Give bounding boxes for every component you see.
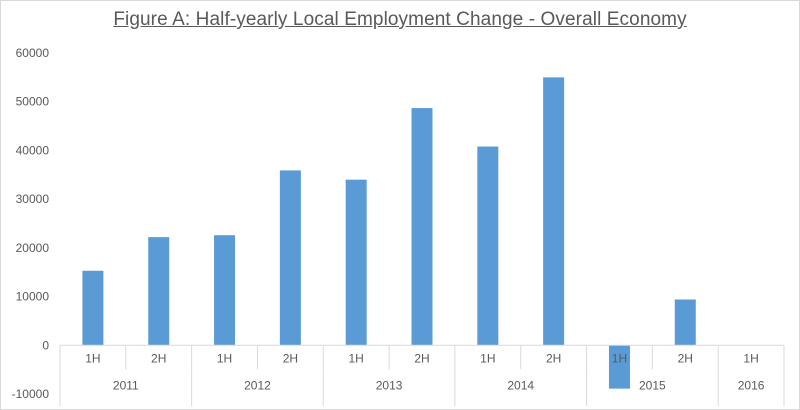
y-tick-label: 50000 [16,95,50,109]
bar-2012-1H [214,235,236,346]
y-tick-label: -10000 [12,387,50,401]
chart-title: Figure A: Half-yearly Local Employment C… [113,9,687,30]
y-tick-label: 40000 [16,143,50,157]
x-tick-label-year: 2014 [507,378,534,392]
y-tick-label: 20000 [16,241,50,255]
bar-2013-2H [411,108,433,346]
x-tick-label-half: 2H [151,351,166,365]
y-tick-label: 60000 [16,46,50,60]
x-tick-label-half: 2H [414,351,429,365]
y-tick-label: 0 [42,338,49,352]
bar-2012-2H [279,170,301,346]
bar-2015-1H [608,345,630,389]
x-tick-label-half: 1H [480,351,495,365]
x-tick-label-half: 2H [678,351,693,365]
x-tick-label-half: 1H [349,351,364,365]
bar-2014-2H [543,77,565,346]
x-tick-label-year: 2011 [113,378,139,392]
x-tick-label-year: 2015 [639,378,666,392]
x-tick-label-half: 1H [217,351,232,365]
y-tick-label: 10000 [16,290,50,304]
x-tick-label-half: 2H [546,351,561,365]
bar-2011-1H [82,270,104,346]
x-tick-label-half: 1H [612,351,627,365]
y-tick-label: 30000 [16,192,50,206]
x-tick-label-year: 2013 [376,378,403,392]
bar-2014-1H [477,146,499,346]
x-tick-label-half: 1H [85,351,100,365]
x-tick-label-year: 2016 [738,378,765,392]
bar-2013-1H [345,179,367,346]
x-tick-label-half: 1H [743,351,758,365]
x-tick-label-half: 2H [283,351,298,365]
bar-2015-2H [674,299,696,346]
bar-2011-2H [148,237,170,346]
x-tick-label-year: 2012 [244,378,271,392]
